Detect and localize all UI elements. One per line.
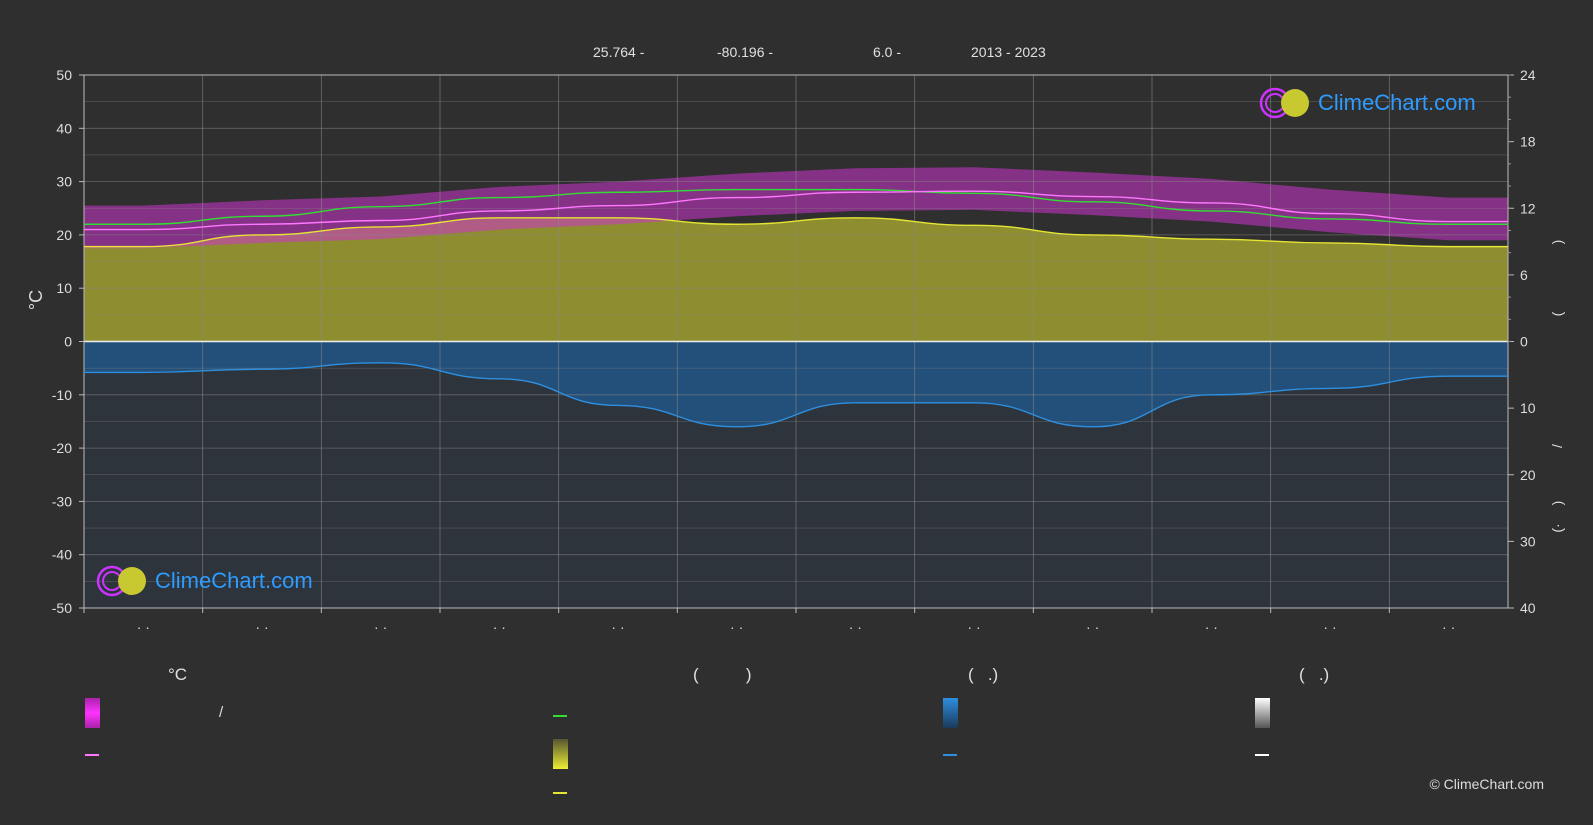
left-tick-label: 10 [56, 280, 72, 296]
legend-daylight-swatch [553, 715, 567, 717]
month-label: · · [137, 619, 150, 635]
month-label: · · [730, 619, 743, 635]
left-tick-label: 0 [64, 334, 72, 350]
legend-precip-heading: ( .) [968, 665, 999, 684]
left-tick-label: -40 [52, 547, 72, 563]
month-label: · · [374, 619, 387, 635]
legend-temp-range-swatch [85, 698, 100, 728]
legend-slash: / [219, 704, 224, 721]
month-label: · · [849, 619, 862, 635]
copyright-text: © ClimeChart.com [1429, 776, 1544, 792]
month-label: · · [1442, 619, 1455, 635]
left-tick-label: 50 [56, 67, 72, 83]
mean-sunshine-line [84, 217, 1508, 248]
legend-snow-swatch [1255, 698, 1270, 728]
legend-mean-temp-swatch [85, 754, 99, 756]
years-text: 2013 - 2023 [971, 44, 1046, 60]
month-label: · · [493, 619, 506, 635]
legend-snow-heading: ( .) [1299, 665, 1330, 684]
month-label: · · [1323, 619, 1336, 635]
month-label: · · [1086, 619, 1099, 635]
month-label: · · [1205, 619, 1218, 635]
right-axis-label: ( [1549, 311, 1565, 316]
left-axis-label: °C [26, 290, 46, 310]
longitude-text: -80.196 - [717, 44, 774, 60]
mean-temperature-line [84, 190, 1508, 231]
elevation-text: 6.0 - [873, 44, 902, 60]
logo-icon [1259, 87, 1309, 119]
chart-series [83, 188, 1508, 428]
logo-text: ClimeChart.com [1318, 90, 1476, 115]
right-axis-label: / [1549, 444, 1565, 448]
legend-mean-rain-swatch [943, 754, 957, 756]
legend-rain-swatch [943, 698, 958, 728]
right-axis-label: ) [1549, 501, 1565, 506]
logo-icon [96, 565, 146, 597]
chart-grid [83, 74, 1509, 609]
right-top-tick-label: 12 [1520, 200, 1536, 216]
right-axis-label: ) [1549, 240, 1565, 245]
daylight-line [83, 188, 1508, 225]
month-label: · · [255, 619, 268, 635]
left-tick-label: 20 [56, 227, 72, 243]
legend-sunshine-swatch [553, 739, 568, 769]
left-tick-label: -30 [52, 493, 72, 509]
climechart-logo-bottom[interactable]: ClimeChart.com [95, 564, 313, 598]
legend-mean-sunshine-swatch [553, 792, 567, 794]
month-label: · · [967, 619, 980, 635]
left-tick-label: 40 [56, 120, 72, 136]
right-axis-label: (· [1549, 523, 1565, 532]
month-label: · · [611, 619, 624, 635]
right-top-tick-label: 0 [1520, 334, 1528, 350]
right-top-tick-label: 6 [1520, 267, 1528, 283]
legend-temperature-heading: °C [168, 665, 188, 684]
right-bottom-tick-label: 20 [1520, 467, 1536, 483]
left-tick-label: 30 [56, 174, 72, 190]
left-tick-label: -10 [52, 387, 72, 403]
right-bottom-tick-label: 30 [1520, 533, 1536, 549]
logo-text: ClimeChart.com [155, 568, 313, 593]
legend-sunshine-heading: ( ) [693, 665, 752, 684]
right-top-tick-label: 24 [1520, 67, 1536, 83]
climechart-logo-top[interactable]: ClimeChart.com [1258, 86, 1476, 120]
left-tick-label: -20 [52, 440, 72, 456]
chart-axes: 50 40 30 20 10 0 -10 -20 -30 -40 -50 °C 24 18 12 6 0 10 20… [26, 67, 1565, 635]
left-tick-label: -50 [52, 600, 72, 616]
right-bottom-tick-label: 40 [1520, 600, 1536, 616]
mean-precipitation-line [84, 362, 1508, 428]
right-top-tick-label: 18 [1520, 134, 1536, 150]
latitude-text: 25.764 - [593, 44, 645, 60]
right-bottom-tick-label: 10 [1520, 400, 1536, 416]
legend-mean-snow-swatch [1255, 754, 1269, 756]
